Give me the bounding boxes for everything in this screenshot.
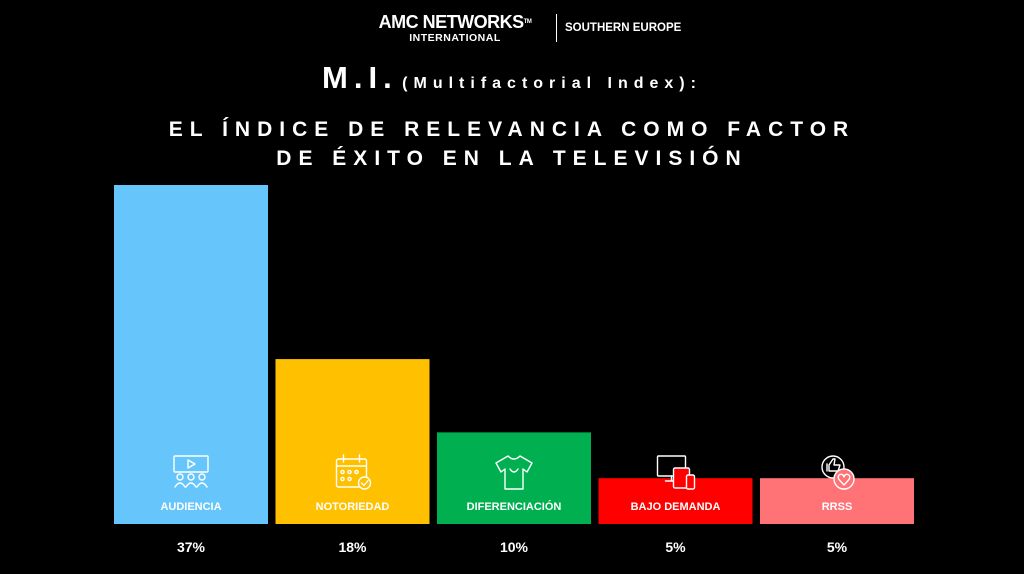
category-label: AUDIENCIA [160, 501, 221, 513]
devices-icon [656, 455, 696, 490]
value-label: 18% [338, 539, 367, 555]
title-line-1: M.I. (Multifactorial Index): [0, 60, 1024, 102]
bar-3 [437, 432, 591, 524]
amc-logo: AMC NETWORKSTM INTERNATIONAL [362, 12, 548, 44]
title-line-3: DE ÉXITO EN LA TELEVISIÓN [276, 147, 748, 170]
bar-1 [114, 185, 268, 524]
title-mi-expansion: (Multifactorial Index): [402, 75, 702, 92]
social-like-icon [821, 455, 855, 490]
tshirt-icon [495, 455, 533, 490]
logo-sub-text: INTERNATIONAL [409, 32, 501, 44]
category-label: BAJO DEMANDA [631, 501, 721, 513]
category-label: DIFERENCIACIÓN [467, 500, 562, 513]
category-label: NOTORIEDAD [316, 501, 390, 513]
region-label: SOUTHERN EUROPE [565, 22, 682, 34]
title-line-2: EL ÍNDICE DE RELEVANCIA COMO FACTOR [168, 118, 856, 141]
bar-2 [275, 359, 430, 524]
value-label: 5% [827, 539, 848, 555]
title-mi: M.I. [322, 60, 398, 95]
value-label: 5% [665, 539, 686, 555]
logo-tm: TM [523, 19, 532, 25]
header: AMC NETWORKSTM INTERNATIONAL SOUTHERN EU… [0, 10, 1024, 46]
value-label: 10% [500, 539, 529, 555]
category-label: RRSS [822, 501, 853, 513]
audience-screen-icon [173, 455, 209, 488]
logo-main-text: AMC NETWORKS [378, 12, 525, 32]
value-label: 37% [177, 539, 206, 555]
calendar-check-icon [335, 454, 372, 490]
logo-divider [556, 14, 557, 42]
